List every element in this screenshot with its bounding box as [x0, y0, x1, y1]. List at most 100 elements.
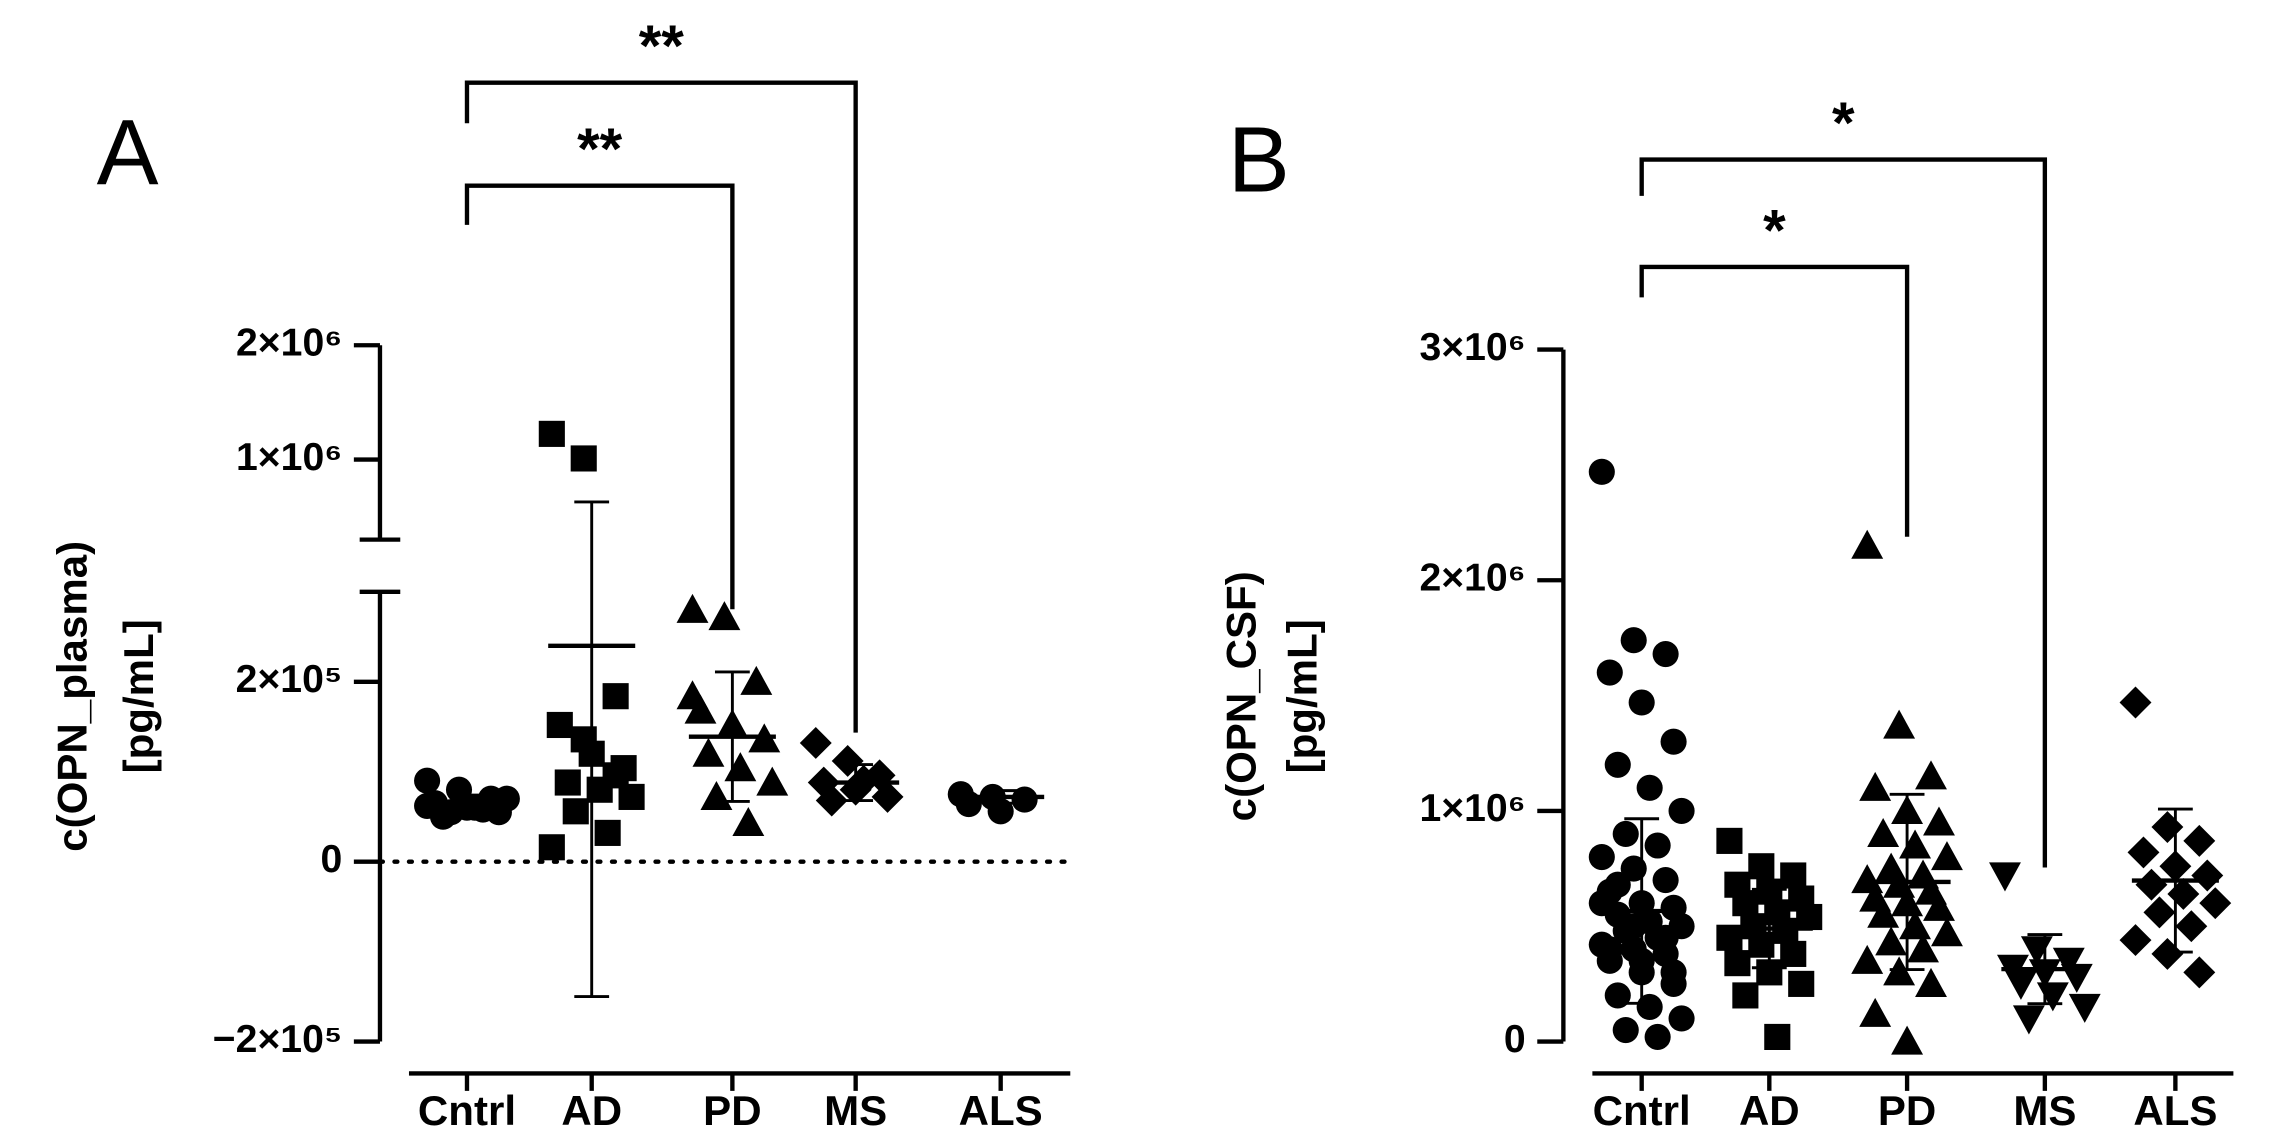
- data-point: [1875, 926, 1908, 956]
- data-point: [2052, 947, 2085, 977]
- y-axis-label: c(OPN_CSF): [1217, 571, 1264, 821]
- data-point: [1788, 970, 1815, 997]
- data-point: [1660, 728, 1687, 755]
- y-tick-label: 2×10⁶: [1419, 557, 1525, 600]
- x-tick-label: PD: [1878, 1087, 1936, 1134]
- data-point: [1851, 529, 1884, 559]
- significance-bracket: [464, 183, 735, 610]
- significance-bracket: [464, 80, 858, 733]
- data-point: [1780, 940, 1807, 967]
- data-point: [1660, 959, 1687, 986]
- data-point: [554, 769, 581, 796]
- data-point: [871, 780, 904, 813]
- data-point: [414, 767, 441, 794]
- significance-label: *: [1763, 198, 1786, 263]
- data-point: [1612, 1016, 1639, 1044]
- data-point: [2004, 970, 2037, 1000]
- x-tick-label: ALS: [2133, 1087, 2217, 1134]
- data-point: [1668, 797, 1695, 824]
- data-point: [562, 798, 589, 825]
- data-point: [469, 796, 496, 823]
- data-point: [1923, 891, 1955, 921]
- data-point: [1652, 641, 1679, 668]
- y-tick-label: −2×10⁵: [213, 1018, 342, 1061]
- data-point: [732, 807, 765, 837]
- y-axis-label: [pg/mL]: [115, 619, 162, 773]
- data-point: [1604, 871, 1631, 898]
- x-tick-label: ALS: [959, 1087, 1043, 1134]
- significance-label: *: [1832, 91, 1855, 156]
- data-point: [1596, 659, 1623, 686]
- data-point: [1612, 820, 1639, 848]
- data-point: [1732, 890, 1759, 917]
- data-point: [1748, 853, 1775, 880]
- data-point: [1796, 903, 1823, 931]
- data-point: [1636, 774, 1663, 801]
- data-point: [1891, 1025, 1924, 1055]
- data-point: [1668, 1005, 1695, 1032]
- y-tick-label: 3×10⁶: [1419, 326, 1525, 369]
- data-point: [1764, 1023, 1791, 1050]
- x-tick-label: Cntrl: [1593, 1087, 1691, 1134]
- data-point: [2151, 811, 2184, 844]
- data-point: [1588, 458, 1615, 485]
- data-point: [1724, 950, 1751, 977]
- data-point: [2012, 1005, 2045, 1035]
- data-point: [594, 819, 621, 846]
- data-point: [756, 766, 789, 796]
- x-tick-label: PD: [703, 1087, 761, 1134]
- data-point: [1644, 1023, 1671, 1050]
- data-point: [1011, 786, 1038, 813]
- data-point: [538, 420, 565, 447]
- significance-label: **: [639, 14, 685, 79]
- data-point: [2119, 924, 2152, 957]
- data-point: [2167, 877, 2200, 910]
- data-point: [2143, 896, 2176, 929]
- data-point: [602, 762, 629, 789]
- data-point: [2191, 859, 2224, 892]
- significance-label: **: [577, 117, 623, 182]
- data-point: [1620, 627, 1647, 654]
- y-axis-label: [pg/mL]: [1278, 619, 1325, 773]
- data-point: [1772, 917, 1799, 944]
- panel-label: B: [1228, 107, 1290, 211]
- x-tick-label: MS: [2013, 1087, 2076, 1134]
- y-tick-label: 2×10⁶: [236, 322, 342, 365]
- data-point: [1780, 862, 1807, 889]
- data-point: [1931, 917, 1963, 947]
- x-tick-label: Cntrl: [418, 1087, 516, 1134]
- data-point: [1732, 982, 1759, 1009]
- data-point: [1596, 936, 1623, 963]
- significance-bracket: [1639, 264, 1910, 537]
- data-point: [2135, 868, 2168, 901]
- data-point: [437, 799, 465, 826]
- data-point: [692, 737, 725, 767]
- data-point: [2068, 993, 2101, 1023]
- data-point: [1859, 771, 1892, 801]
- data-point: [1588, 843, 1615, 871]
- data-point: [1652, 924, 1679, 951]
- y-tick-label: 2×10⁵: [236, 658, 343, 701]
- data-point: [740, 665, 773, 695]
- data-point: [708, 601, 741, 631]
- y-tick-label: 0: [1504, 1018, 1526, 1061]
- data-point: [1931, 841, 1963, 871]
- data-point: [1989, 862, 2021, 892]
- data-point: [1859, 997, 1892, 1027]
- data-point: [1604, 751, 1631, 778]
- data-point: [538, 834, 565, 861]
- data-point: [1628, 689, 1655, 716]
- data-point: [1652, 867, 1679, 894]
- data-point: [1867, 898, 1900, 928]
- data-point: [1915, 967, 1947, 997]
- data-point: [987, 798, 1014, 825]
- significance-bracket: [1639, 157, 2048, 868]
- y-tick-label: 1×10⁶: [236, 436, 342, 479]
- data-point: [2151, 937, 2184, 970]
- data-point: [1923, 806, 1955, 836]
- data-point: [2183, 956, 2216, 989]
- data-point: [724, 752, 757, 782]
- y-axis-label: c(OPN_plasma): [49, 541, 96, 852]
- data-point: [1883, 709, 1916, 739]
